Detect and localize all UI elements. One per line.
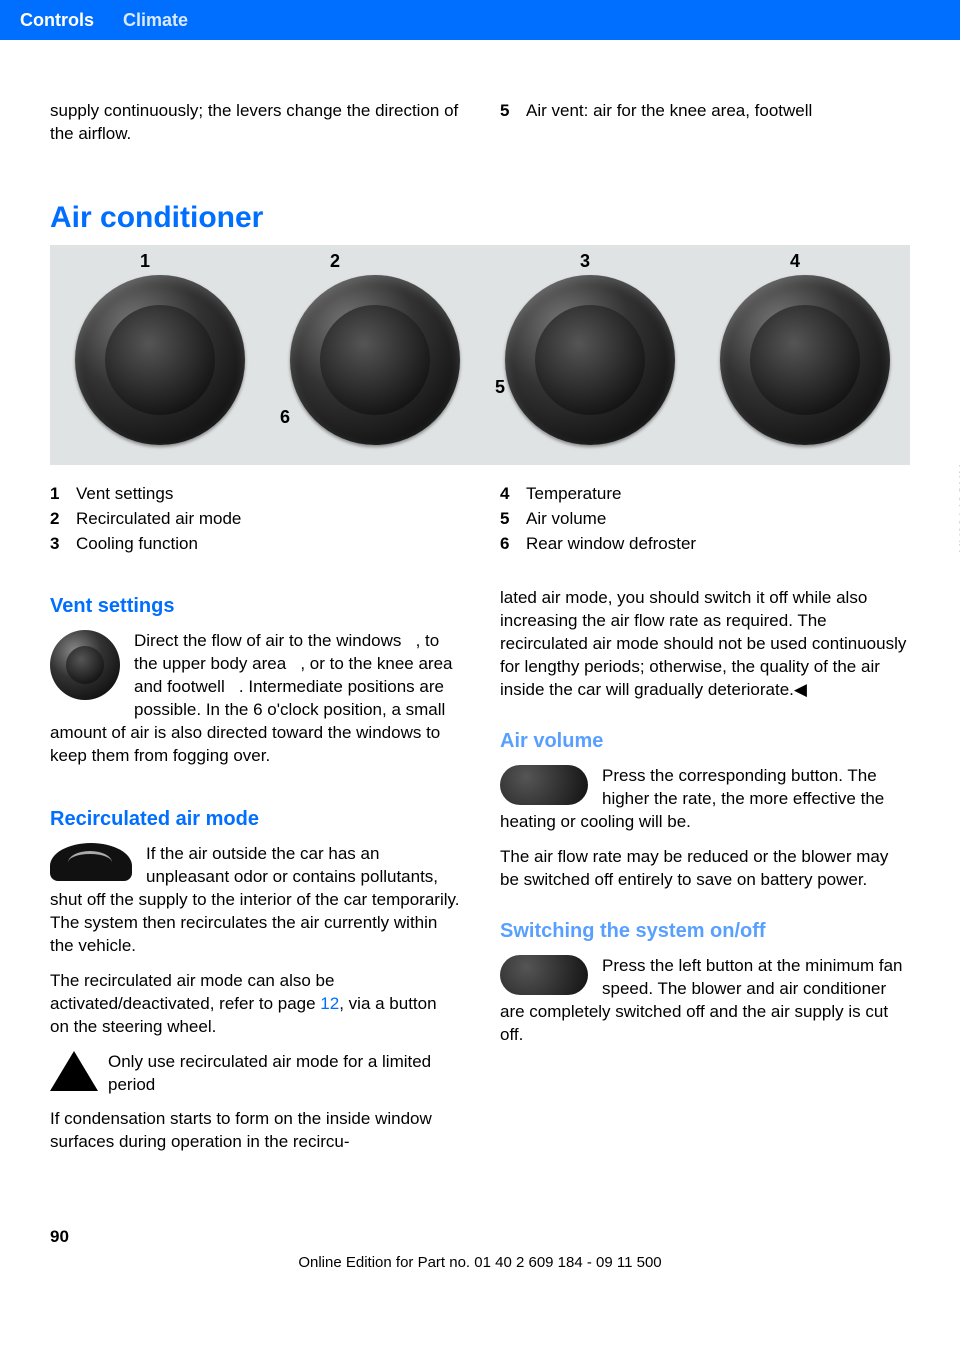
body-right: lated air mode, you should switch it off…	[500, 567, 910, 1166]
page-number: 90	[50, 1226, 910, 1249]
intro-left-text: supply continuously; the levers change t…	[50, 100, 460, 146]
dial-3	[505, 275, 675, 445]
diagram-label-6: 6	[280, 405, 290, 429]
recirc-title: Recirculated air mode	[50, 806, 460, 833]
air-volume-icon	[500, 765, 588, 805]
legend-row: 2Recirculated air mode	[50, 508, 460, 531]
airvol-body2: The air flow rate may be reduced or the …	[500, 846, 910, 892]
recirc-body3: If condensation starts to form on the in…	[50, 1108, 460, 1154]
intro-right: 5 Air vent: air for the knee area, footw…	[500, 100, 910, 158]
legend-row: 1Vent settings	[50, 483, 460, 506]
intro-right-text: Air vent: air for the knee area, footwel…	[526, 100, 812, 123]
footer: 90 Online Edition for Part no. 01 40 2 6…	[50, 1226, 910, 1273]
legend: 1Vent settings 2Recirculated air mode 3C…	[50, 483, 910, 558]
legend-text: Recirculated air mode	[76, 508, 241, 531]
legend-text: Temperature	[526, 483, 621, 506]
legend-num: 5	[500, 508, 526, 531]
dial-1	[75, 275, 245, 445]
switch-icon	[500, 955, 588, 995]
footer-edition-line: Online Edition for Part no. 01 40 2 609 …	[50, 1253, 910, 1273]
dial-4	[720, 275, 890, 445]
recirc-page-link[interactable]: 12	[320, 994, 339, 1013]
switch-block: Press the left button at the minimum fan…	[500, 955, 910, 1059]
intro-right-row: 5 Air vent: air for the knee area, footw…	[500, 100, 910, 123]
recirc-body2a: The recirculated air mode can also be ac…	[50, 971, 334, 1013]
diagram-label-4: 4	[790, 249, 800, 273]
legend-num: 1	[50, 483, 76, 506]
airvol-block: Press the corresponding button. The high…	[500, 765, 910, 846]
intro-right-num: 5	[500, 100, 526, 123]
legend-text: Air volume	[526, 508, 606, 531]
recirc-body2: The recirculated air mode can also be ac…	[50, 970, 460, 1039]
switch-title: Switching the system on/off	[500, 918, 910, 945]
legend-num: 4	[500, 483, 526, 506]
body-left: Vent settings Direct the flow of air to …	[50, 567, 460, 1166]
dial-2	[290, 275, 460, 445]
legend-text: Vent settings	[76, 483, 173, 506]
body-columns: Vent settings Direct the flow of air to …	[50, 567, 910, 1166]
legend-left: 1Vent settings 2Recirculated air mode 3C…	[50, 483, 460, 558]
recirc-warn: Only use recirculated air mode for a lim…	[50, 1051, 460, 1097]
legend-row: 6Rear window defroster	[500, 533, 910, 556]
recirc-block1: If the air outside the car has an unplea…	[50, 843, 460, 970]
header-bar: Controls Climate	[0, 0, 960, 40]
diagram-label-5: 5	[495, 375, 505, 399]
section-title: Air conditioner	[50, 198, 910, 239]
breadcrumb-climate: Climate	[123, 10, 188, 30]
legend-num: 6	[500, 533, 526, 556]
legend-row: 4Temperature	[500, 483, 910, 506]
recirc-warn-block: Only use recirculated air mode for a lim…	[50, 1051, 460, 1109]
intro-columns: supply continuously; the levers change t…	[50, 100, 910, 158]
diagram-label-3: 3	[580, 249, 590, 273]
airvol-title: Air volume	[500, 728, 910, 755]
vent-block: Direct the flow of air to the windows , …	[50, 630, 460, 780]
legend-num: 2	[50, 508, 76, 531]
warning-icon	[50, 1051, 98, 1091]
diagram-label-2: 2	[330, 249, 340, 273]
legend-text: Cooling function	[76, 533, 198, 556]
ac-diagram: 1 2 3 4 5 6 MV09148CMM	[50, 245, 910, 465]
diagram-label-1: 1	[140, 249, 150, 273]
legend-text: Rear window defroster	[526, 533, 696, 556]
vent-title: Vent settings	[50, 593, 460, 620]
legend-row: 3Cooling function	[50, 533, 460, 556]
recirc-icon	[50, 843, 132, 881]
page-content: supply continuously; the levers change t…	[0, 100, 960, 1313]
legend-row: 5Air volume	[500, 508, 910, 531]
right-continuation: lated air mode, you should switch it off…	[500, 587, 910, 702]
vent-dial-icon	[50, 630, 120, 700]
intro-left: supply continuously; the levers change t…	[50, 100, 460, 158]
diagram-watermark: MV09148CMM	[956, 463, 960, 553]
legend-num: 3	[50, 533, 76, 556]
legend-right: 4Temperature 5Air volume 6Rear window de…	[500, 483, 910, 558]
breadcrumb-controls: Controls	[20, 10, 94, 30]
